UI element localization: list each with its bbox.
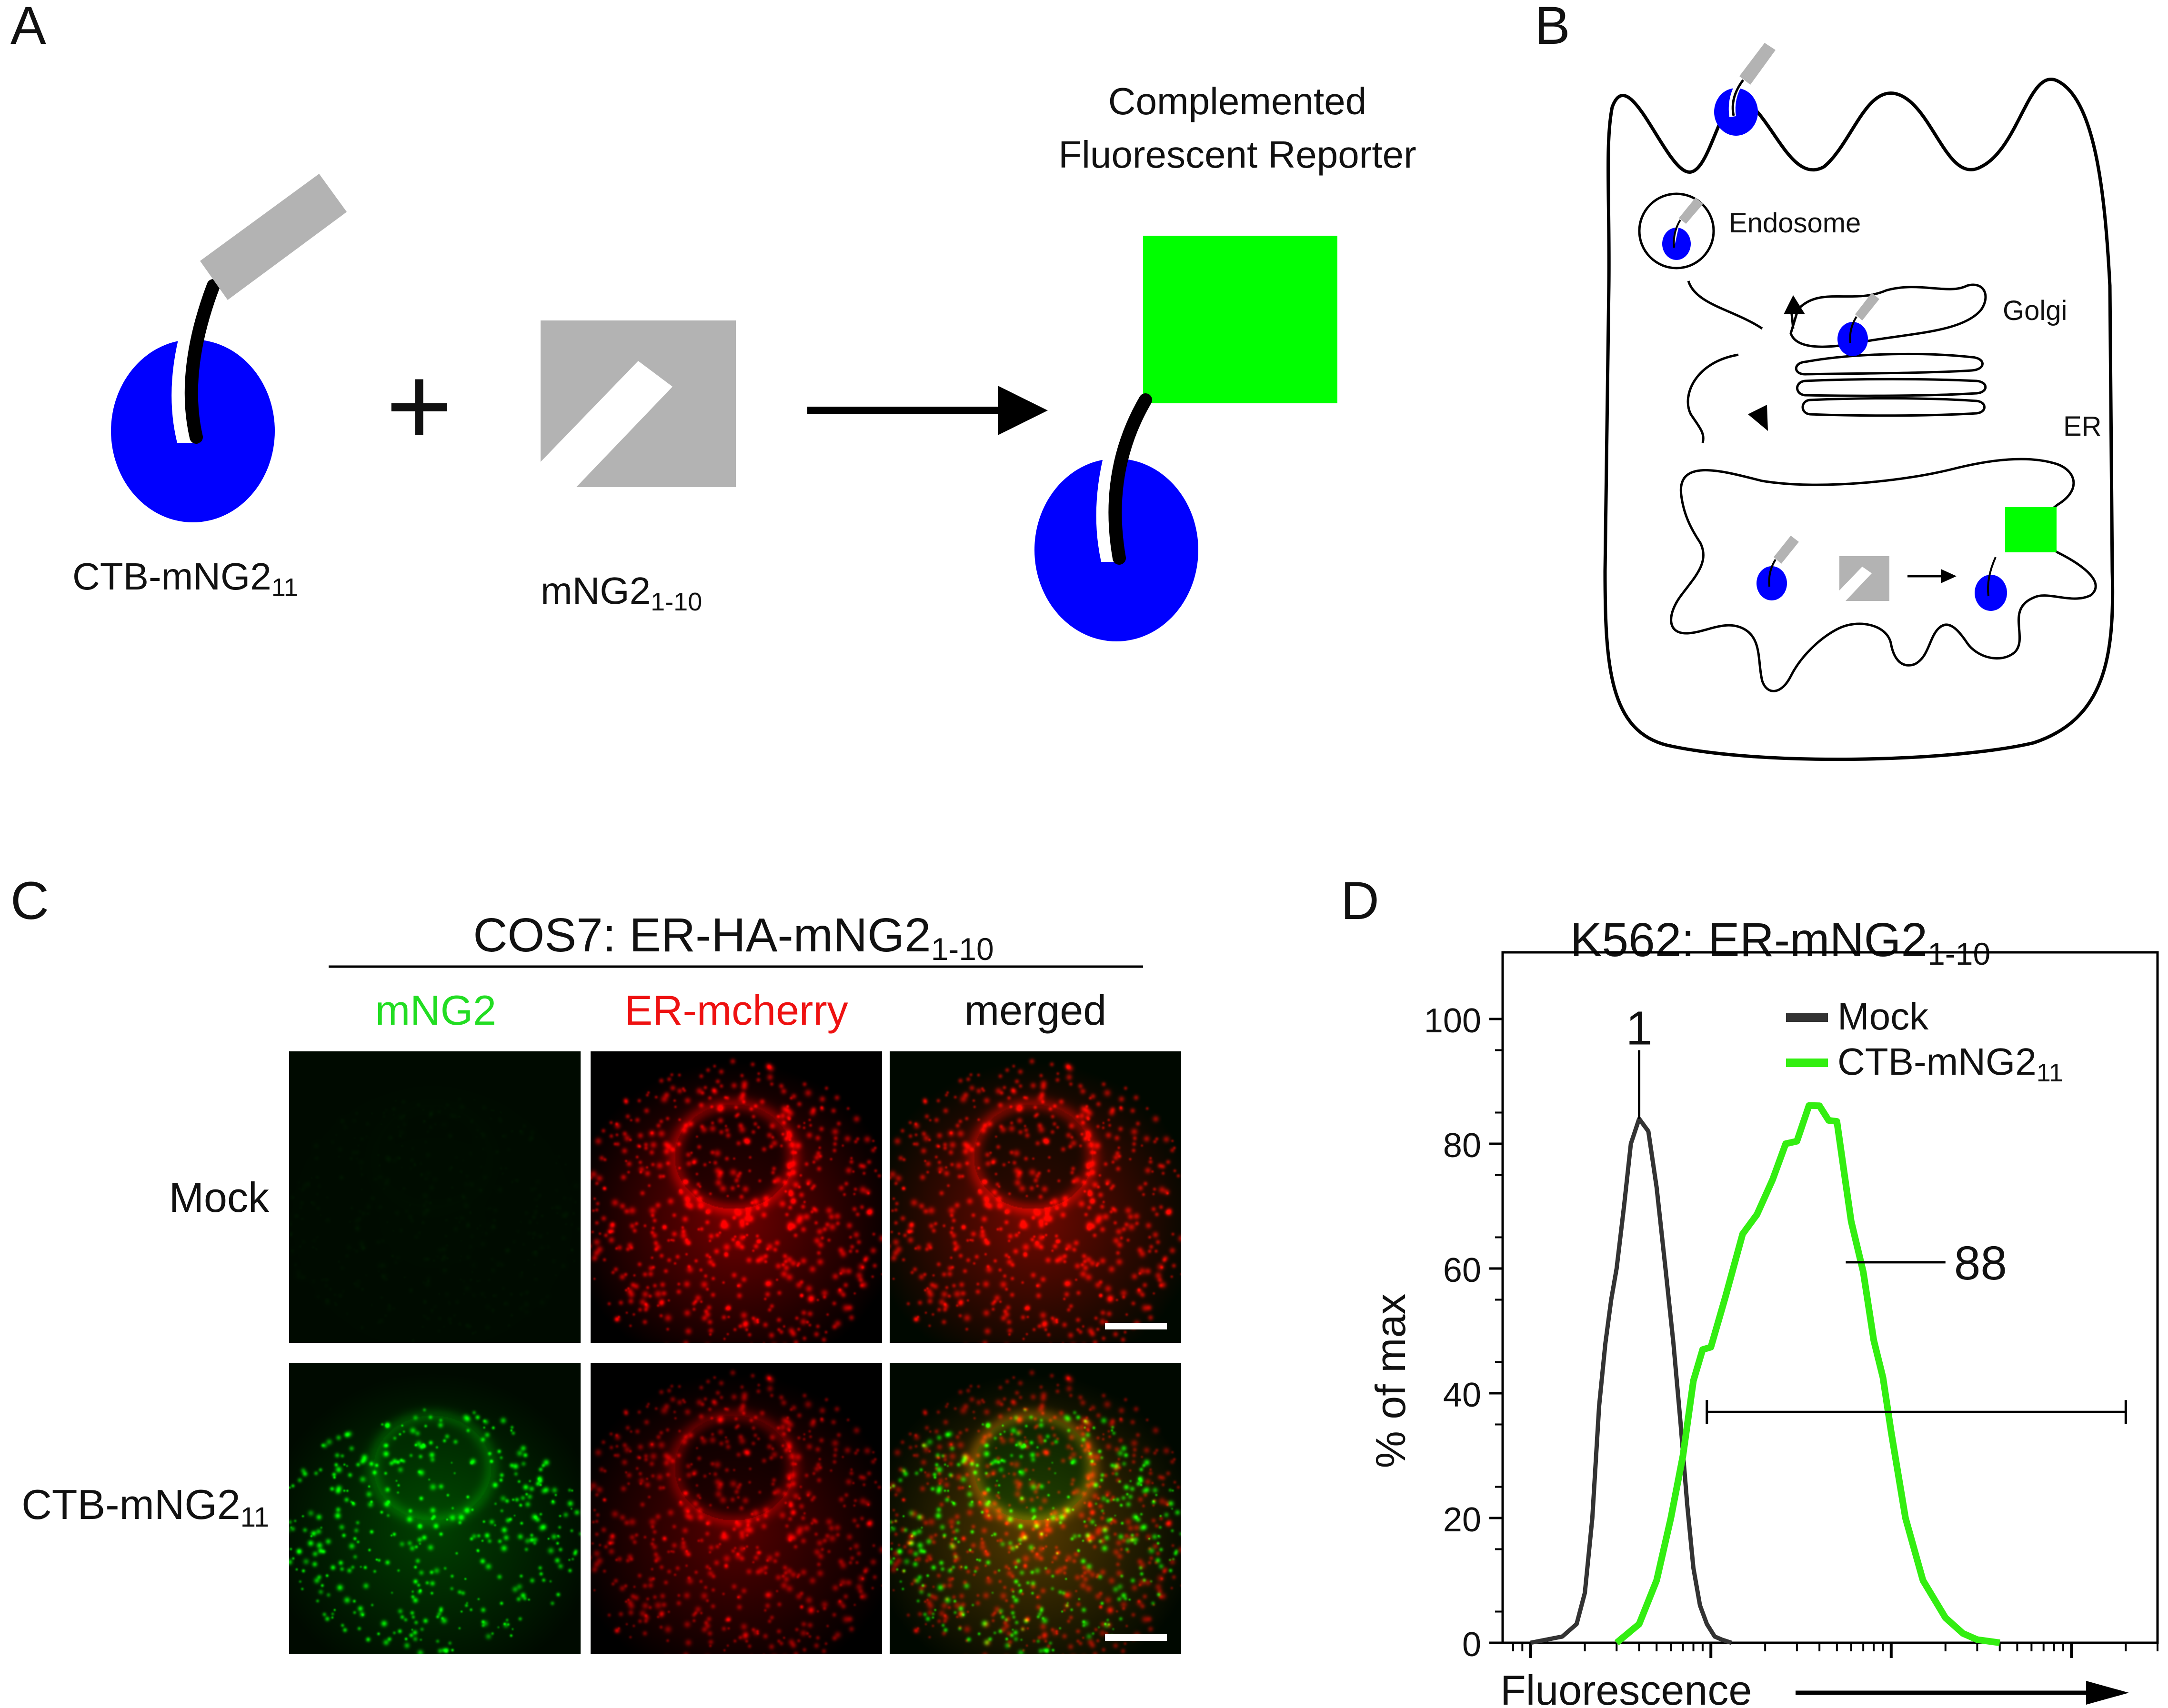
row-label-ctb: CTB-mNG211 xyxy=(21,1481,269,1533)
y-tick-label: 20 xyxy=(1443,1501,1481,1539)
micrograph-ctb-mng2 xyxy=(289,1363,581,1654)
golgi-cisterna-4 xyxy=(1801,397,1986,417)
endosome: Endosome xyxy=(1638,192,1861,270)
complemented-reporter: Complemented Fluorescent Reporter xyxy=(1034,80,1416,641)
mng2-11-strand xyxy=(200,174,347,300)
golgi-label: Golgi xyxy=(2003,295,2067,326)
panel-c-letter: C xyxy=(10,871,49,930)
endosome-ctb-oval xyxy=(1662,228,1691,260)
legend-label-ctb: CTB-mNG211 xyxy=(1837,1040,2063,1087)
transport-path-2 xyxy=(1686,353,1739,443)
surface-ctb-tether xyxy=(1731,79,1744,116)
endosome-ctb-tether xyxy=(1673,219,1681,248)
annotation-mock: 1 xyxy=(1626,1002,1653,1055)
row-label-mock: Mock xyxy=(169,1174,270,1221)
transport-arrowhead-2 xyxy=(1748,405,1768,431)
y-tick-label: 0 xyxy=(1462,1626,1481,1664)
reaction-arrow xyxy=(807,386,1048,435)
reporter-green-square xyxy=(1143,236,1337,403)
series-line-ctb xyxy=(1614,1102,2000,1646)
er-membrane xyxy=(1670,458,2097,692)
fragment-label: mNG21-10 xyxy=(541,569,702,616)
panel-b: B Endosome Golgi xyxy=(1535,0,2115,761)
endosome-ctb-strand xyxy=(1679,198,1703,224)
reporter-label-line2: Fluorescent Reporter xyxy=(1058,133,1416,176)
y-axis-label: % of max xyxy=(1367,1294,1414,1468)
annotation-ctb: 88 xyxy=(1954,1237,2007,1290)
x-axis-direction-arrowhead xyxy=(2086,1681,2129,1705)
y-tick-label: 60 xyxy=(1443,1251,1481,1289)
transport-path-1 xyxy=(1687,280,1763,330)
panel-a: A CTB-mNG211 + mNG21-10 Complemented Flu… xyxy=(10,0,1416,641)
plot-frame xyxy=(1501,951,2159,1644)
scale-bar-mock xyxy=(1105,1323,1167,1329)
er-ctb-tether xyxy=(1768,559,1777,587)
endosome-circle xyxy=(1638,192,1715,270)
er-ctb-oval xyxy=(1756,566,1787,600)
er-mng2-1-10-fragment xyxy=(1839,556,1889,601)
panel-c-title: COS7: ER-HA-mNG21-10 xyxy=(473,909,994,967)
cell-membrane xyxy=(1603,78,2115,761)
plus-sign: + xyxy=(386,342,452,469)
col-header-mng2: mNG2 xyxy=(375,987,496,1034)
y-tick-label: 80 xyxy=(1443,1127,1481,1165)
golgi: Golgi xyxy=(1789,283,2067,417)
golgi-ctb-tether xyxy=(1849,316,1857,343)
golgi-cisterna-1 xyxy=(1789,283,1987,348)
micrograph-ctb-merged xyxy=(890,1363,1181,1654)
panel-d: D K562: ER-mNG21-10 0 20 40 60 80 100 1 88 MockC… xyxy=(1341,871,2159,1708)
golgi-ctb-oval xyxy=(1837,322,1868,356)
chart-title: K562: ER-mNG21-10 xyxy=(1570,913,1990,971)
y-tick-label: 40 xyxy=(1443,1376,1481,1414)
er-reporter-tether xyxy=(1987,557,1997,597)
surface-ctb xyxy=(1714,43,1776,136)
golgi-cisterna-3 xyxy=(1796,378,1987,397)
panel-a-letter: A xyxy=(10,0,46,55)
er-reporter-green-square xyxy=(2005,507,2057,552)
golgi-ctb-strand xyxy=(1855,293,1879,320)
reaction-arrow-head xyxy=(998,386,1048,435)
er-label: ER xyxy=(2063,411,2102,442)
surface-ctb-oval xyxy=(1714,88,1758,136)
panel-d-letter: D xyxy=(1341,871,1379,930)
micrograph-mock-merged xyxy=(890,1051,1181,1343)
golgi-cisterna-2 xyxy=(1795,352,1984,376)
panel-c: C COS7: ER-HA-mNG21-10 mNG2 ER-mcherry m… xyxy=(10,871,1143,1533)
x-axis-label: Fluorescence xyxy=(1500,1667,1752,1708)
surface-ctb-strand xyxy=(1739,43,1776,85)
micrograph-mock-er-mcherry xyxy=(591,1051,882,1343)
ctb-label: CTB-mNG211 xyxy=(72,555,298,602)
series-line-mock xyxy=(1530,1117,1732,1645)
micrograph-mock-mng2 xyxy=(289,1051,581,1343)
reporter-tether xyxy=(1108,393,1152,565)
endosome-label: Endosome xyxy=(1729,208,1861,239)
mng2-1-10-fragment: mNG21-10 xyxy=(541,320,736,616)
y-tick-label: 100 xyxy=(1424,1002,1481,1040)
ctb-tether xyxy=(184,279,220,444)
legend-label-mock: Mock xyxy=(1837,995,1929,1038)
col-header-merged: merged xyxy=(964,987,1106,1034)
er-reaction-arrowhead xyxy=(1941,569,1957,583)
reporter-label-line1: Complemented xyxy=(1108,80,1367,122)
micrograph-ctb-er-mcherry xyxy=(591,1363,882,1654)
panel-b-letter: B xyxy=(1535,0,1570,55)
er-ctb-strand xyxy=(1774,536,1799,564)
endoplasmic-reticulum: ER xyxy=(1670,411,2102,692)
transport-arrowhead-1 xyxy=(1784,295,1805,314)
mng2-1-10-shape xyxy=(541,320,736,487)
ctb-mng2-11-construct: CTB-mNG211 xyxy=(72,174,347,602)
col-header-er-mcherry: ER-mcherry xyxy=(624,987,848,1034)
er-reporter-oval xyxy=(1975,575,2007,611)
scale-bar-ctb xyxy=(1105,1634,1167,1641)
